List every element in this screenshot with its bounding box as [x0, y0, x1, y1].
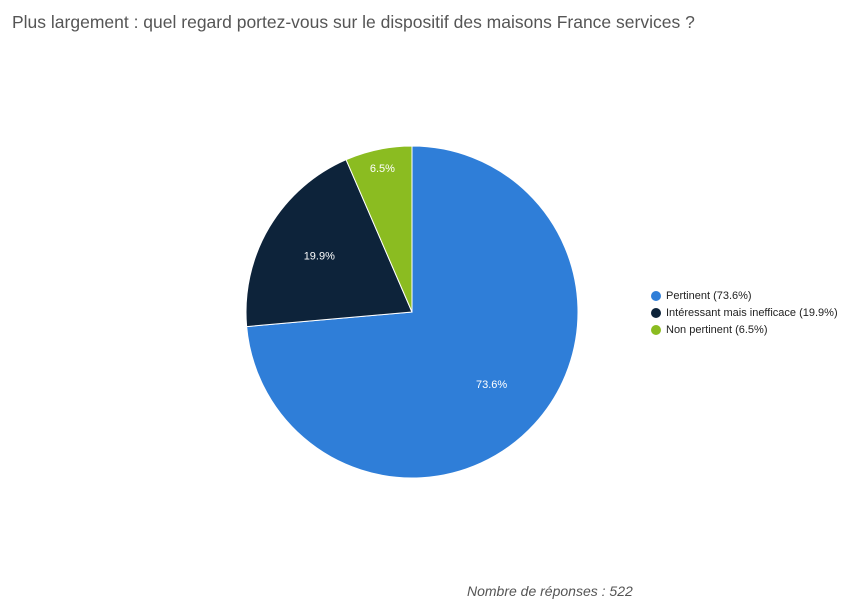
chart-title: Plus largement : quel regard portez-vous…	[12, 12, 695, 32]
data-label-1: 19.9%	[304, 251, 335, 263]
data-label-0: 73.6%	[476, 379, 507, 391]
response-count: Nombre de réponses : 522	[467, 583, 633, 599]
pie-slice-1[interactable]	[245, 158, 413, 328]
legend-label: Non pertinent (6.5%)	[666, 323, 768, 336]
chart-legend: Pertinent (73.6%) Intéressant mais ineffi…	[651, 287, 838, 338]
legend-item-2[interactable]: Non pertinent (6.5%)	[651, 321, 838, 338]
legend-marker	[651, 290, 661, 301]
legend-marker	[651, 324, 661, 335]
legend-label: Pertinent (73.6%)	[666, 289, 752, 302]
legend-label: Intéressant mais inefficace (19.9%)	[666, 306, 838, 319]
data-label-2: 6.5%	[370, 163, 395, 175]
legend-marker	[651, 307, 661, 318]
pie-slice-2[interactable]	[345, 145, 413, 313]
legend-item-1[interactable]: Intéressant mais inefficace (19.9%)	[651, 304, 838, 321]
legend-item-0[interactable]: Pertinent (73.6%)	[651, 287, 838, 304]
